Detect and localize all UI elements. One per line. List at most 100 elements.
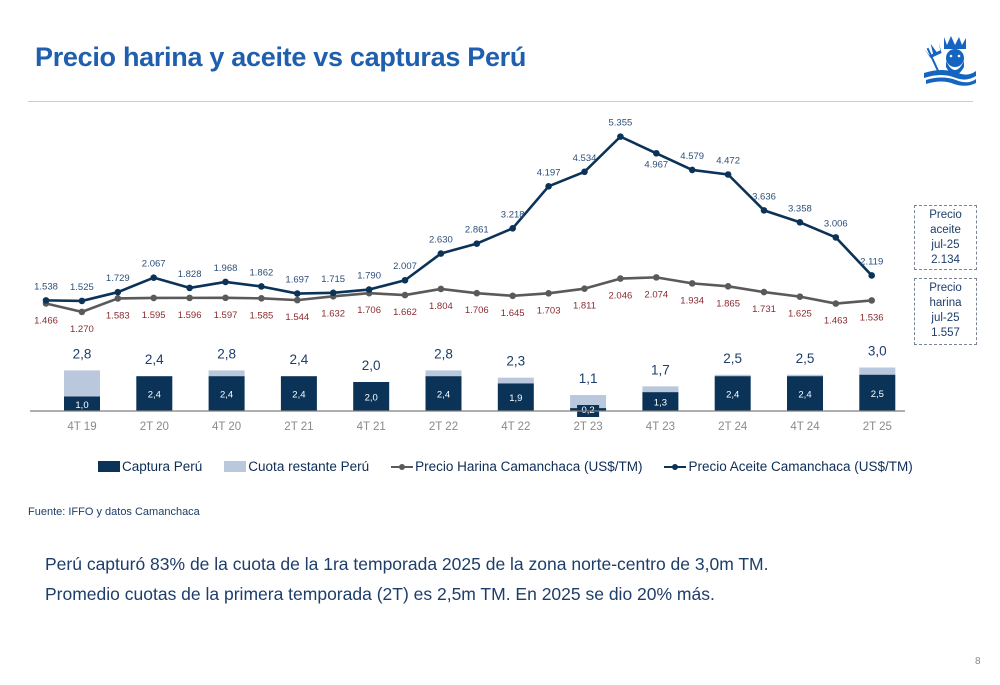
harina-data-label: 1.632	[321, 308, 345, 319]
aceite-point	[796, 218, 804, 226]
aceite-data-label: 4.534	[573, 153, 597, 164]
harina-box-line3: jul-25	[931, 312, 960, 324]
aceite-line	[45, 135, 873, 303]
bar-cuota-restante	[425, 370, 462, 377]
harina-point	[724, 283, 732, 290]
x-tick-label: 2T 20	[140, 421, 169, 433]
harina-data-label: 1.731	[752, 304, 776, 315]
bar-cuota-restante	[787, 374, 823, 377]
aceite-point	[581, 168, 588, 176]
bar-total-label: 3,0	[868, 344, 887, 359]
aceite-data-label: 2.119	[860, 256, 883, 267]
x-tick-labels: 4T 19 2T 20 4T 20 2T 21 4T 21 2T 22 4T 22 2T 23…	[67, 421, 892, 433]
harina-point	[437, 285, 445, 293]
aceite-point	[724, 171, 732, 178]
aceite-data-label: 1.862	[250, 267, 274, 278]
bar-captura	[497, 383, 534, 411]
aceite-data-label: 3.358	[788, 203, 812, 214]
harina-data-label: 1.706	[465, 305, 489, 316]
bar-total-label: 2,8	[434, 346, 453, 361]
harina-data-label: 1.536	[860, 312, 884, 323]
aceite-point	[222, 278, 229, 286]
summary-line-1: Perú capturó 83% de la cuota de la 1ra t…	[45, 554, 769, 574]
legend-swatch-captura	[98, 461, 120, 472]
page-number: 8	[975, 656, 981, 667]
x-tick-label: 2T 23	[573, 421, 602, 433]
aceite-data-label: 4.197	[537, 167, 561, 178]
aceite-point	[653, 149, 660, 157]
bar-total-label: 2,0	[362, 358, 381, 373]
bar-cuota-restante	[570, 395, 607, 409]
x-tick-label: 2T 21	[284, 421, 313, 433]
harina-point	[509, 292, 516, 300]
harina-box-line1: Precio	[929, 282, 962, 294]
bar-captura-label: 2,4	[798, 390, 811, 401]
aceite-point	[329, 289, 337, 297]
neptune-logo-icon	[924, 36, 976, 86]
legend-label-aceite: Precio Aceite Camanchaca (US$/TM)	[688, 459, 913, 474]
bar-captura	[353, 382, 390, 411]
bar-total-label: 2,5	[796, 351, 815, 366]
price-capture-chart: 1,0 2,8 2,4 2,4 2,4 2,8 2,4 2,4 2,0 2,0 2,4 2,8 1,9 2…	[30, 118, 905, 433]
aceite-point	[688, 166, 696, 174]
aceite-data-label: 1.525	[70, 282, 94, 293]
summary-line-2: Promedio cuotas de la primera temporada …	[45, 584, 715, 604]
bar-captura-label: 1,0	[75, 400, 88, 411]
aceite-point	[617, 133, 624, 140]
bar-cuota-restante	[208, 370, 245, 377]
x-tick-label: 2T 24	[718, 421, 748, 433]
aceite-data-label: 2.067	[142, 259, 166, 270]
harina-data-label: 1.597	[214, 310, 238, 321]
aceite-data-label: 1.828	[178, 269, 202, 280]
bar-total-label: 2,8	[73, 346, 92, 361]
bar-cuota-restante	[497, 377, 534, 384]
harina-data-label: 1.811	[573, 301, 596, 312]
x-tick-label: 4T 23	[646, 421, 675, 433]
harina-data-label: 2.046	[609, 291, 633, 302]
harina-data-label: 2.074	[644, 289, 668, 300]
aceite-data-label: 2.007	[393, 261, 417, 272]
legend-label-captura: Captura Perú	[122, 459, 203, 474]
harina-point	[473, 289, 481, 297]
aceite-data-label: 3.006	[824, 218, 848, 229]
x-tick-label: 4T 22	[501, 421, 530, 433]
aceite-point	[832, 234, 840, 241]
bars-layer: 1,0 2,8 2,4 2,4 2,4 2,8 2,4 2,4 2,0 2,0 2,4 2,8 1,9 2…	[64, 344, 896, 417]
harina-data-label: 1.596	[178, 310, 202, 321]
harina-point	[401, 291, 409, 299]
harina-point	[688, 280, 696, 287]
bar-total-label: 2,8	[217, 346, 236, 361]
x-tick-label: 2T 22	[429, 421, 458, 433]
harina-point	[581, 285, 588, 292]
harina-data-label: 1.865	[716, 298, 740, 309]
harina-point	[78, 308, 86, 316]
x-tick-label: 4T 24	[790, 421, 820, 433]
aceite-data-label: 3.218	[501, 209, 525, 220]
legend-item-captura: Captura Perú	[98, 459, 202, 474]
aceite-point	[401, 276, 409, 284]
aceite-data-label: 5.355	[609, 118, 633, 129]
harina-data-label: 1.934	[680, 295, 704, 306]
bar-total-label: 2,5	[723, 351, 742, 366]
bar-cuota-restante	[859, 367, 896, 375]
legend-marker-aceite	[664, 461, 687, 473]
aceite-data-label: 1.697	[285, 275, 309, 286]
legend-label-cuota: Cuota restante Perú	[248, 459, 370, 474]
harina-point	[258, 295, 265, 302]
bar-captura	[208, 376, 245, 411]
harina-point	[186, 294, 193, 302]
bar-captura	[425, 376, 462, 411]
bar-cuota-restante	[64, 370, 100, 397]
aceite-box-value: 2.134	[931, 254, 960, 266]
aceite-point	[473, 240, 481, 247]
aceite-point	[42, 297, 50, 304]
bar-captura	[64, 396, 100, 411]
page-title: Precio harina y aceite vs capturas Perú	[35, 42, 527, 72]
aceite-point	[294, 290, 301, 297]
harina-data-label: 1.703	[537, 305, 561, 316]
harina-data-label: 1.595	[142, 310, 166, 321]
aceite-data-label: 1.715	[321, 274, 345, 285]
bar-cuota-restante	[714, 374, 751, 377]
harina-data-label: 1.645	[501, 308, 525, 319]
bar-cuota-restante	[642, 386, 679, 393]
